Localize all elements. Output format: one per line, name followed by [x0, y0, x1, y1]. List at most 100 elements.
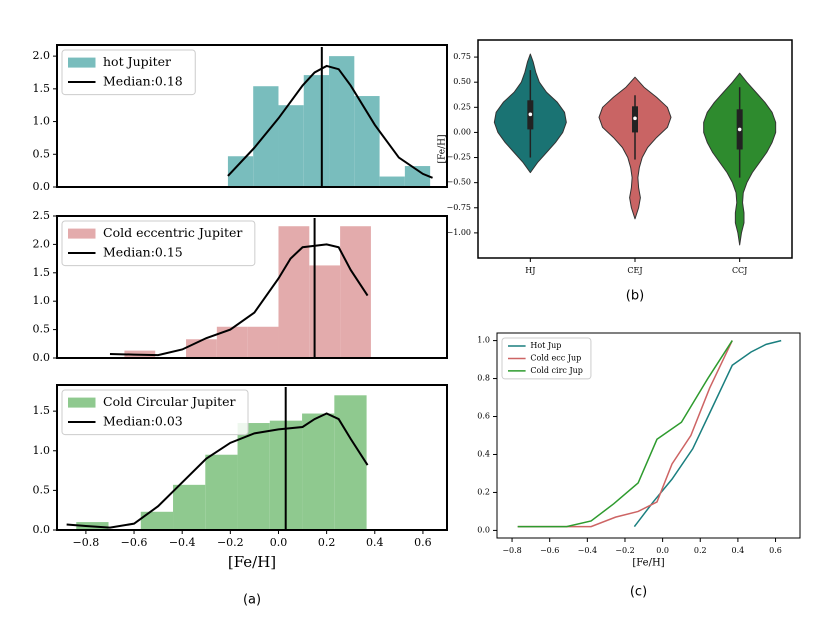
y-tick-label: 0.5 — [33, 323, 51, 336]
x-tick-label: CEJ — [627, 266, 642, 275]
axes-frame — [56, 44, 448, 188]
y-tick-label: 0.00 — [453, 127, 471, 136]
y-tick-label: 2.5 — [33, 209, 51, 222]
x-tick-label: HJ — [525, 266, 535, 275]
x-tick-label: −0.4 — [169, 536, 196, 549]
histogram-bar — [302, 413, 335, 530]
x-tick-label: 0.2 — [694, 546, 707, 555]
histogram-bar — [173, 484, 206, 530]
y-tick-label: 1.0 — [33, 444, 51, 457]
x-axis-label: [Fe/H] — [632, 558, 664, 569]
caption: (a) — [243, 593, 261, 608]
histogram-bar — [140, 511, 174, 530]
histogram-bar — [278, 226, 310, 358]
x-tick-label: −0.8 — [502, 546, 521, 555]
violin-median — [633, 116, 637, 121]
y-tick-label: 0.2 — [477, 487, 490, 496]
histogram-bar — [379, 176, 405, 187]
legend-box — [501, 337, 592, 380]
y-tick-label: 2.0 — [33, 237, 51, 250]
y-tick-label: −0.50 — [446, 178, 471, 187]
x-tick-label: CCJ — [732, 266, 747, 275]
y-tick-label: 0.0 — [33, 180, 51, 193]
histogram-bar — [329, 56, 355, 188]
histogram-bar — [216, 326, 248, 358]
y-tick-label: −0.25 — [446, 153, 471, 162]
y-tick-label: 2.0 — [33, 49, 51, 62]
x-tick-label: 0.4 — [366, 536, 384, 549]
legend-label: Cold Circular Jupiter — [103, 394, 236, 409]
histogram-bar — [354, 96, 380, 187]
y-tick-label: 1.5 — [33, 404, 51, 417]
x-axis-label: [Fe/H] — [228, 553, 276, 571]
y-tick-label: 0.50 — [453, 77, 471, 86]
caption: (b) — [626, 289, 644, 304]
x-tick-label: 0.0 — [270, 536, 288, 549]
legend-label: Cold circ Jup — [530, 366, 583, 375]
y-tick-label: 1.5 — [33, 82, 51, 95]
histogram-bar — [186, 339, 217, 358]
x-tick-label: 0.2 — [318, 536, 336, 549]
legend: Hot Jup Cold ecc Jup Cold circ Jup — [501, 337, 592, 380]
kde-line — [109, 243, 369, 357]
legend-label: Cold eccentric Jupiter — [103, 225, 242, 240]
y-tick-label: 0.0 — [33, 523, 51, 536]
y-tick-label: 0.5 — [33, 147, 51, 160]
legend-label: hot Jupiter — [103, 54, 171, 69]
histogram-bar — [303, 75, 330, 187]
kde-line — [227, 64, 433, 179]
histogram-bar — [334, 395, 367, 530]
cdf-line — [517, 340, 733, 528]
legend-label: Hot Jup — [530, 341, 561, 350]
legend: hot Jupiter Median:0.18 — [61, 49, 196, 96]
legend-label: Median:0.03 — [103, 413, 183, 428]
y-tick-label: 0.6 — [477, 412, 490, 421]
y-tick-label: 0.25 — [453, 102, 471, 111]
y-tick-label: 0.8 — [477, 374, 490, 383]
legend-label: Median:0.15 — [103, 244, 183, 259]
x-tick-label: −0.2 — [217, 536, 244, 549]
y-tick-label: −0.75 — [446, 203, 471, 212]
legend-swatch — [68, 57, 96, 68]
x-tick-label: 0.6 — [414, 536, 432, 549]
histogram-bar — [247, 326, 279, 358]
caption: (c) — [630, 585, 647, 600]
histogram-bar — [205, 454, 238, 530]
axes-frame — [56, 215, 448, 359]
legend: Cold Circular Jupiter Median:0.03 — [61, 389, 249, 436]
histogram-bar — [253, 86, 279, 187]
y-tick-label: 0.5 — [33, 483, 51, 496]
y-tick-label: 0.4 — [477, 449, 490, 458]
legend-swatch — [68, 397, 96, 408]
y-tick-label: −1.00 — [446, 228, 471, 237]
x-tick-label: 0.4 — [732, 546, 745, 555]
y-tick-label: 1.0 — [33, 294, 51, 307]
cdf-line — [633, 339, 782, 528]
histogram-bar — [237, 423, 270, 530]
x-tick-label: −0.8 — [73, 536, 100, 549]
y-tick-label: 1.5 — [33, 266, 51, 279]
legend-label: Cold ecc Jup — [530, 353, 581, 362]
legend-swatch — [68, 228, 96, 239]
y-tick-label: 0.0 — [33, 351, 51, 364]
violin-median — [528, 112, 533, 117]
legend-box — [61, 220, 256, 267]
histogram-bar — [278, 105, 304, 187]
x-tick-label: 0.6 — [769, 546, 782, 555]
x-tick-label: −0.6 — [121, 536, 148, 549]
y-axis-label: [Fe/H] — [438, 135, 448, 164]
y-tick-label: 0.0 — [477, 525, 490, 534]
histogram-bar — [404, 166, 431, 187]
y-tick-label: 0.75 — [453, 52, 471, 61]
x-tick-label: −0.4 — [578, 546, 597, 555]
axes-frame — [496, 332, 801, 539]
legend-box — [61, 389, 249, 436]
legend-label: Median:0.18 — [103, 73, 183, 88]
axes-frame — [56, 384, 448, 531]
axes-frame — [477, 39, 793, 259]
y-tick-label: 1.0 — [477, 336, 490, 345]
x-tick-label: −0.2 — [615, 546, 634, 555]
violin-median — [737, 127, 742, 132]
y-tick-label: 1.0 — [33, 115, 51, 128]
